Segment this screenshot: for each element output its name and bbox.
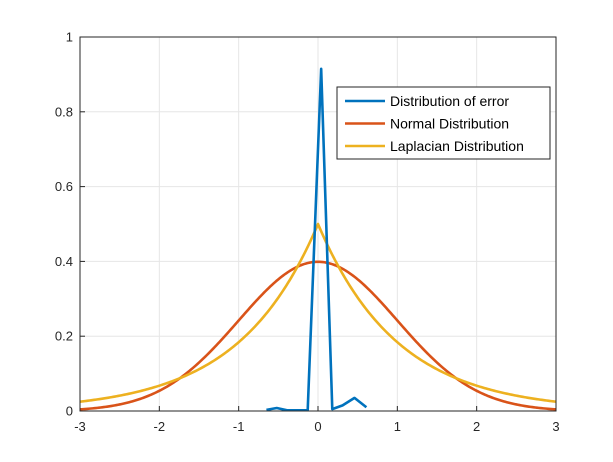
legend-label: Distribution of error bbox=[390, 93, 509, 109]
y-tick-label: 0.2 bbox=[55, 329, 73, 344]
series-layer bbox=[79, 67, 557, 412]
y-tick-label: 0.6 bbox=[55, 179, 73, 194]
x-tick-label: -2 bbox=[154, 419, 166, 434]
x-tick-label: 1 bbox=[394, 419, 401, 434]
legend: Distribution of error Normal Distribution… bbox=[336, 86, 551, 160]
x-tick-label: 3 bbox=[552, 419, 559, 434]
x-tick-label: -3 bbox=[74, 419, 86, 434]
y-tick-label: 1 bbox=[66, 30, 73, 45]
distribution-of-error-line bbox=[266, 67, 368, 412]
x-tick-label: -1 bbox=[233, 419, 245, 434]
legend-label: Normal Distribution bbox=[390, 116, 509, 132]
x-tick-label: 0 bbox=[314, 419, 321, 434]
normal-distribution-line bbox=[79, 260, 557, 411]
laplacian-distribution-line bbox=[79, 222, 557, 403]
y-tick-label: 0.4 bbox=[55, 254, 73, 269]
legend-label: Laplacian Distribution bbox=[390, 138, 524, 154]
y-tick-label: 0.8 bbox=[55, 104, 73, 119]
y-tick-label: 0 bbox=[66, 404, 73, 419]
ticks: -3 -2 -1 0 1 2 3 0 0.2 0.4 0.6 0.8 1 bbox=[55, 30, 560, 435]
x-tick-label: 2 bbox=[473, 419, 480, 434]
